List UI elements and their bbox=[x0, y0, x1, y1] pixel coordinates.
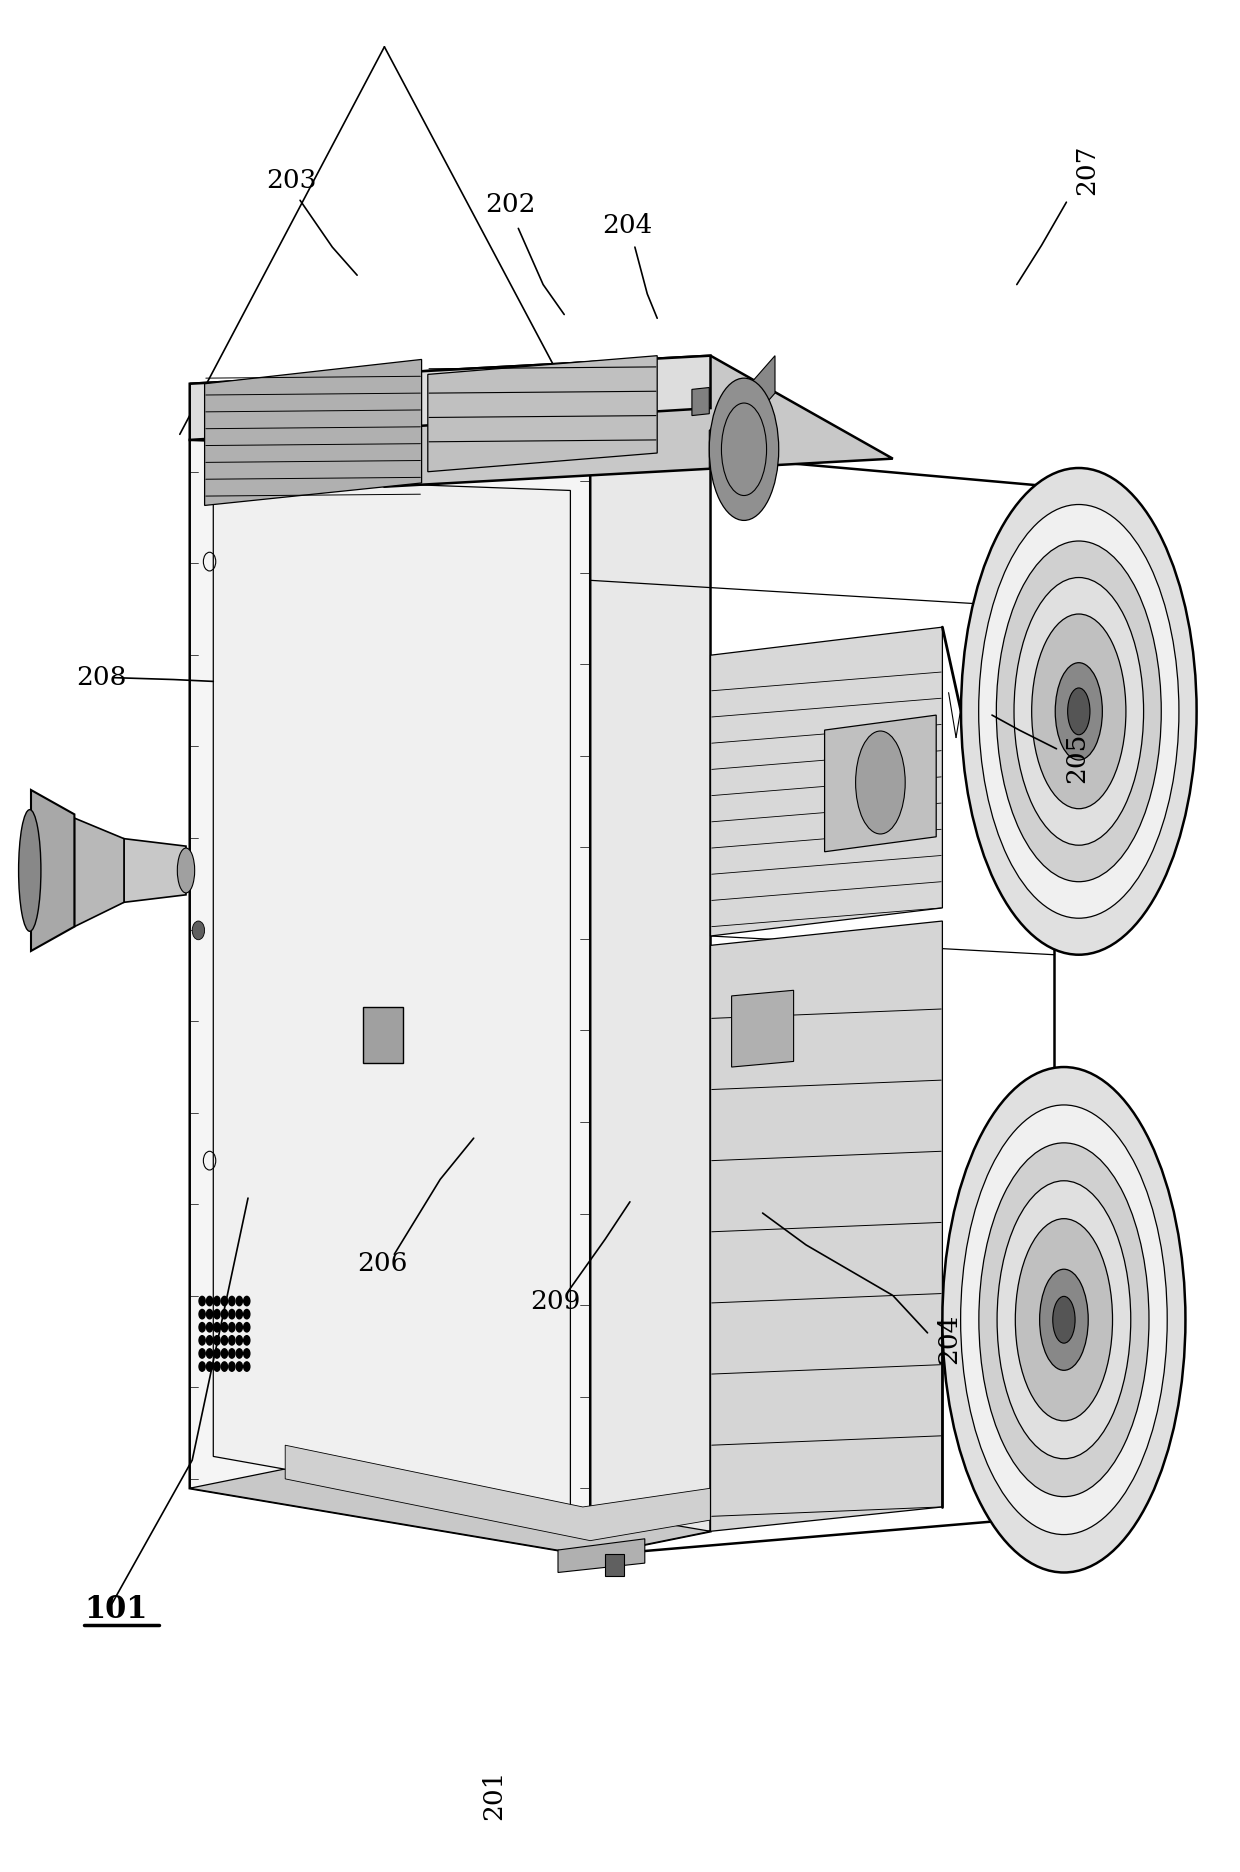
Text: 201: 201 bbox=[481, 1769, 506, 1820]
Polygon shape bbox=[74, 818, 124, 927]
Circle shape bbox=[206, 1295, 213, 1305]
Ellipse shape bbox=[709, 378, 779, 520]
Polygon shape bbox=[190, 440, 590, 1556]
Ellipse shape bbox=[961, 468, 1197, 955]
Circle shape bbox=[221, 1348, 228, 1357]
Circle shape bbox=[221, 1295, 228, 1305]
Polygon shape bbox=[31, 790, 74, 951]
Polygon shape bbox=[825, 715, 936, 852]
Ellipse shape bbox=[1014, 577, 1143, 844]
Circle shape bbox=[228, 1310, 236, 1318]
Text: 202: 202 bbox=[486, 193, 536, 217]
Polygon shape bbox=[558, 1539, 645, 1572]
Polygon shape bbox=[692, 388, 709, 416]
Bar bbox=[605, 1554, 624, 1576]
Polygon shape bbox=[285, 1445, 711, 1541]
Circle shape bbox=[236, 1310, 242, 1318]
Polygon shape bbox=[190, 356, 893, 487]
Circle shape bbox=[221, 1361, 228, 1370]
Circle shape bbox=[228, 1295, 236, 1305]
Ellipse shape bbox=[942, 1067, 1185, 1572]
Circle shape bbox=[198, 1322, 206, 1331]
Polygon shape bbox=[428, 356, 657, 472]
Circle shape bbox=[228, 1322, 236, 1331]
Text: 204: 204 bbox=[603, 213, 652, 238]
Text: 101: 101 bbox=[84, 1595, 148, 1625]
Text: 207: 207 bbox=[1074, 144, 1099, 195]
Circle shape bbox=[198, 1348, 206, 1357]
Polygon shape bbox=[709, 356, 775, 468]
Circle shape bbox=[215, 1348, 221, 1357]
Circle shape bbox=[215, 1310, 221, 1318]
Circle shape bbox=[221, 1310, 228, 1318]
Polygon shape bbox=[124, 839, 186, 902]
Ellipse shape bbox=[961, 1104, 1167, 1535]
Ellipse shape bbox=[1016, 1219, 1112, 1421]
Circle shape bbox=[236, 1361, 242, 1370]
Circle shape bbox=[206, 1310, 213, 1318]
Circle shape bbox=[243, 1310, 250, 1318]
Polygon shape bbox=[213, 477, 570, 1520]
Polygon shape bbox=[190, 1464, 711, 1556]
Circle shape bbox=[228, 1337, 236, 1344]
Circle shape bbox=[206, 1337, 213, 1344]
Circle shape bbox=[198, 1310, 206, 1318]
Circle shape bbox=[221, 1322, 228, 1331]
Ellipse shape bbox=[978, 504, 1179, 917]
Ellipse shape bbox=[19, 809, 41, 930]
Circle shape bbox=[228, 1361, 236, 1370]
Circle shape bbox=[215, 1361, 221, 1370]
Polygon shape bbox=[205, 359, 422, 505]
Circle shape bbox=[192, 921, 205, 940]
Ellipse shape bbox=[1053, 1295, 1075, 1344]
Circle shape bbox=[215, 1322, 221, 1331]
Circle shape bbox=[198, 1295, 206, 1305]
Text: 209: 209 bbox=[531, 1288, 580, 1314]
Polygon shape bbox=[363, 1007, 403, 1063]
Circle shape bbox=[215, 1337, 221, 1344]
Ellipse shape bbox=[996, 541, 1162, 882]
Ellipse shape bbox=[978, 1142, 1149, 1498]
Circle shape bbox=[198, 1361, 206, 1370]
Text: 206: 206 bbox=[357, 1250, 407, 1277]
Circle shape bbox=[236, 1295, 242, 1305]
Ellipse shape bbox=[1032, 614, 1126, 809]
Circle shape bbox=[243, 1337, 250, 1344]
Circle shape bbox=[221, 1337, 228, 1344]
Ellipse shape bbox=[1055, 663, 1102, 760]
Circle shape bbox=[243, 1322, 250, 1331]
Ellipse shape bbox=[1039, 1269, 1089, 1370]
Polygon shape bbox=[590, 408, 711, 1556]
Circle shape bbox=[206, 1322, 213, 1331]
Text: 204: 204 bbox=[936, 1314, 961, 1363]
Text: 203: 203 bbox=[267, 168, 316, 193]
Circle shape bbox=[206, 1361, 213, 1370]
Text: 205: 205 bbox=[1064, 734, 1089, 782]
Polygon shape bbox=[711, 627, 942, 936]
Circle shape bbox=[236, 1322, 242, 1331]
Circle shape bbox=[215, 1295, 221, 1305]
Circle shape bbox=[243, 1361, 250, 1370]
Ellipse shape bbox=[997, 1181, 1131, 1458]
Polygon shape bbox=[711, 921, 942, 1531]
Ellipse shape bbox=[177, 848, 195, 893]
Polygon shape bbox=[190, 356, 711, 440]
Circle shape bbox=[228, 1348, 236, 1357]
Polygon shape bbox=[732, 990, 794, 1067]
Circle shape bbox=[206, 1348, 213, 1357]
Ellipse shape bbox=[1068, 687, 1090, 734]
Text: 208: 208 bbox=[77, 665, 126, 691]
Circle shape bbox=[243, 1295, 250, 1305]
Circle shape bbox=[236, 1348, 242, 1357]
Ellipse shape bbox=[856, 730, 905, 835]
Circle shape bbox=[243, 1348, 250, 1357]
Circle shape bbox=[198, 1337, 206, 1344]
Circle shape bbox=[236, 1337, 242, 1344]
